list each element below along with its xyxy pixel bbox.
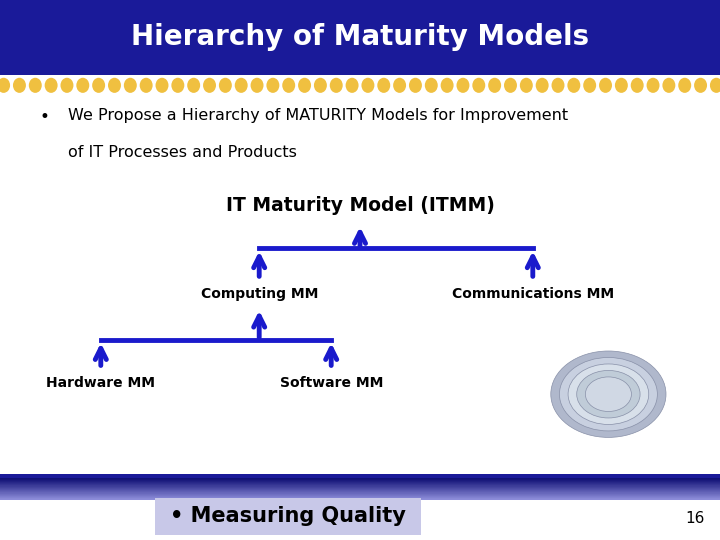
Text: Hierarchy of Maturity Models: Hierarchy of Maturity Models <box>131 23 589 51</box>
Bar <box>0 474 720 478</box>
Ellipse shape <box>156 78 168 93</box>
Bar <box>0 497 720 498</box>
Ellipse shape <box>235 78 248 93</box>
Bar <box>0 495 720 496</box>
Ellipse shape <box>393 78 406 93</box>
Circle shape <box>585 377 631 411</box>
Ellipse shape <box>552 78 564 93</box>
Ellipse shape <box>251 78 264 93</box>
Ellipse shape <box>266 78 279 93</box>
Ellipse shape <box>108 78 121 93</box>
Circle shape <box>577 370 640 418</box>
Ellipse shape <box>377 78 390 93</box>
Text: •: • <box>40 108 50 126</box>
Text: Software MM: Software MM <box>279 376 383 390</box>
Bar <box>0 490 720 491</box>
Ellipse shape <box>425 78 438 93</box>
Ellipse shape <box>567 78 580 93</box>
Ellipse shape <box>29 78 42 93</box>
Ellipse shape <box>599 78 612 93</box>
Ellipse shape <box>203 78 216 93</box>
Bar <box>0 481 720 482</box>
Bar <box>0 491 720 492</box>
Bar <box>0 482 720 483</box>
Ellipse shape <box>520 78 533 93</box>
Bar <box>0 496 720 497</box>
Ellipse shape <box>298 78 311 93</box>
Text: Hardware MM: Hardware MM <box>46 376 156 390</box>
Ellipse shape <box>615 78 628 93</box>
Circle shape <box>551 351 666 437</box>
Ellipse shape <box>314 78 327 93</box>
Bar <box>0 499 720 500</box>
Bar <box>0 480 720 481</box>
Ellipse shape <box>45 78 58 93</box>
Ellipse shape <box>13 78 26 93</box>
Ellipse shape <box>92 78 105 93</box>
Ellipse shape <box>504 78 517 93</box>
Ellipse shape <box>171 78 184 93</box>
Ellipse shape <box>472 78 485 93</box>
Bar <box>0 489 720 490</box>
Ellipse shape <box>346 78 359 93</box>
Ellipse shape <box>488 78 501 93</box>
Ellipse shape <box>219 78 232 93</box>
Ellipse shape <box>583 78 596 93</box>
Text: 16: 16 <box>685 511 704 526</box>
Ellipse shape <box>76 78 89 93</box>
Text: Computing MM: Computing MM <box>200 287 318 301</box>
Bar <box>0 493 720 494</box>
FancyBboxPatch shape <box>155 498 421 535</box>
Ellipse shape <box>409 78 422 93</box>
Ellipse shape <box>662 78 675 93</box>
Ellipse shape <box>456 78 469 93</box>
Bar <box>0 483 720 484</box>
Ellipse shape <box>631 78 644 93</box>
Ellipse shape <box>187 78 200 93</box>
Bar <box>0 488 720 489</box>
Ellipse shape <box>60 78 73 93</box>
Bar <box>0 485 720 486</box>
Text: • Measuring Quality: • Measuring Quality <box>170 506 406 526</box>
Bar <box>0 492 720 493</box>
FancyBboxPatch shape <box>0 0 720 75</box>
Ellipse shape <box>361 78 374 93</box>
Ellipse shape <box>282 78 295 93</box>
Bar <box>0 479 720 480</box>
Bar <box>0 498 720 499</box>
Ellipse shape <box>330 78 343 93</box>
Text: Communications MM: Communications MM <box>451 287 614 301</box>
Bar <box>0 484 720 485</box>
Bar <box>0 486 720 487</box>
Circle shape <box>568 364 649 424</box>
Ellipse shape <box>0 78 10 93</box>
Ellipse shape <box>647 78 660 93</box>
Ellipse shape <box>140 78 153 93</box>
Bar <box>0 494 720 495</box>
Ellipse shape <box>694 78 707 93</box>
Ellipse shape <box>441 78 454 93</box>
Text: of IT Processes and Products: of IT Processes and Products <box>68 145 297 160</box>
Text: IT Maturity Model (ITMM): IT Maturity Model (ITMM) <box>225 195 495 215</box>
Bar <box>0 487 720 488</box>
Ellipse shape <box>536 78 549 93</box>
Text: We Propose a Hierarchy of MATURITY Models for Improvement: We Propose a Hierarchy of MATURITY Model… <box>68 108 569 123</box>
Ellipse shape <box>678 78 691 93</box>
Ellipse shape <box>124 78 137 93</box>
Bar <box>0 478 720 479</box>
Ellipse shape <box>710 78 720 93</box>
Circle shape <box>559 357 657 431</box>
